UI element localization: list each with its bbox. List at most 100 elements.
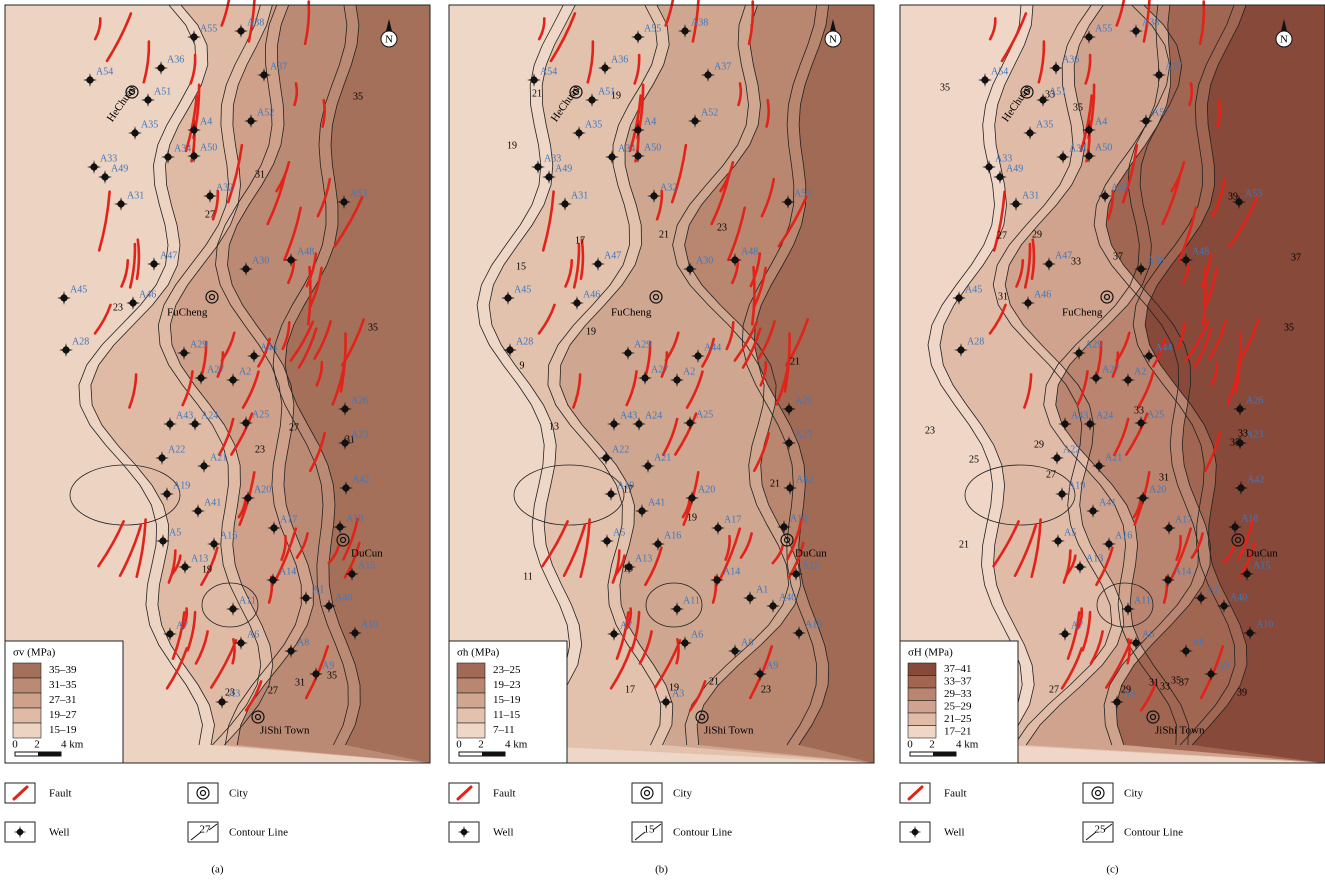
contour-label: 35 <box>353 91 363 102</box>
well-label: A43 <box>620 410 637 421</box>
well-label: A36 <box>167 54 184 65</box>
well-label: A4 <box>200 116 212 127</box>
key-icon <box>632 783 662 803</box>
contour-label: 35 <box>327 670 337 681</box>
well-label: A3 <box>672 688 684 699</box>
legend-swatch <box>908 663 936 676</box>
well-label: A2 <box>1134 366 1146 377</box>
legend-range: 11–15 <box>493 709 521 721</box>
scale-label: 2 <box>478 739 484 751</box>
well-label: A21 <box>654 452 671 463</box>
contour-label: 23 <box>717 222 727 233</box>
legend-swatch <box>908 726 936 739</box>
well-label: A34 <box>1069 143 1086 154</box>
well-label: A23 <box>351 429 368 440</box>
well-label: A44 <box>1155 342 1172 353</box>
well-label: A30 <box>252 255 269 266</box>
key-label: City <box>673 788 692 800</box>
legend-range: 19–27 <box>49 709 77 721</box>
well-label: A24 <box>1096 410 1113 421</box>
contour-label: 33 <box>1071 256 1081 267</box>
legend-swatch <box>13 708 41 723</box>
well-label: A41 <box>648 497 665 508</box>
well-label: A35 <box>585 119 602 130</box>
well-label: A15 <box>358 560 375 571</box>
legend-swatch <box>908 676 936 689</box>
contour-label: 27 <box>205 209 215 220</box>
north-label: N <box>1280 34 1288 46</box>
contour-label: 35 <box>368 322 378 333</box>
scale-label: 4 km <box>61 739 84 751</box>
well-label: A46 <box>139 289 156 300</box>
scale-label: 0 <box>12 739 18 751</box>
well-label: A17 <box>1175 514 1192 525</box>
well-label: A30 <box>696 255 713 266</box>
panel-caption: (a) <box>211 864 224 876</box>
legend-range: 33–37 <box>944 675 972 687</box>
scale-label: 4 km <box>956 739 979 751</box>
well-label: A25 <box>1147 409 1164 420</box>
well-label: A48 <box>297 246 314 257</box>
scale-label: 2 <box>34 739 40 751</box>
panel-caption: (c) <box>1106 864 1119 876</box>
scale-label: 0 <box>907 739 913 751</box>
city-label: JiShi Town <box>704 725 754 737</box>
well-label: A19 <box>173 480 190 491</box>
well-label: A49 <box>1006 163 1023 174</box>
contour-label: 21 <box>959 539 969 550</box>
well-label: A5 <box>1064 527 1076 538</box>
well-label: A11 <box>239 595 256 606</box>
contour-label: 23 <box>113 302 123 313</box>
panel-caption: (b) <box>655 864 668 876</box>
scale-bar <box>482 752 505 756</box>
well-label: A38 <box>691 17 708 28</box>
well-label: A55 <box>200 23 217 34</box>
contour-label: 29 <box>1034 439 1044 450</box>
contour-label: 21 <box>709 676 719 687</box>
well-label: A49 <box>555 163 572 174</box>
well-label: A9 <box>322 660 334 671</box>
legend-range: 37–41 <box>944 663 972 675</box>
well-label: A17 <box>280 514 297 525</box>
well-label: A11 <box>683 595 700 606</box>
well-label: A31 <box>1022 190 1039 201</box>
legend-swatch <box>457 723 485 738</box>
well-label: A1 <box>756 584 768 595</box>
well-label: A50 <box>644 142 661 153</box>
key-label: Contour Line <box>229 827 288 839</box>
key-sample: 25 <box>1095 824 1107 836</box>
well-label: A34 <box>174 143 191 154</box>
well-label: A47 <box>160 250 177 261</box>
legend-range: 19–23 <box>493 679 521 691</box>
well-label: A26 <box>351 395 368 406</box>
contour-label: 31 <box>255 169 265 180</box>
well-label: A32 <box>660 182 677 193</box>
city-label: DuCun <box>1246 548 1278 560</box>
well-label: A43 <box>1071 410 1088 421</box>
contour-label: 19 <box>507 140 517 151</box>
well-label: A55 <box>1095 23 1112 34</box>
legend-range: 21–25 <box>944 713 972 725</box>
contour-label: 35 <box>1073 102 1083 113</box>
well-label: A7 <box>1071 620 1083 631</box>
legend-swatch <box>457 663 485 678</box>
well-label: A51 <box>154 86 171 97</box>
city-label: JiShi Town <box>1155 725 1205 737</box>
well-label: A31 <box>571 190 588 201</box>
legend-swatch <box>457 678 485 693</box>
key-sample: 27 <box>200 824 212 836</box>
contour-label: 37 <box>1291 252 1301 263</box>
well-label: A16 <box>220 530 237 541</box>
city-label: DuCun <box>351 548 383 560</box>
key-icon <box>188 783 218 803</box>
contour-label: 27 <box>1049 684 1059 695</box>
well-label: A40 <box>779 592 796 603</box>
well-label: A14 <box>1174 566 1191 577</box>
contour-label: 35 <box>1284 322 1294 333</box>
map-panel: 3533352927313337393735333335232527293121… <box>900 0 1325 763</box>
well-label: A13 <box>191 553 208 564</box>
well-label: A20 <box>698 484 715 495</box>
contour-label: 25 <box>969 454 979 465</box>
contour-label: 13 <box>549 421 559 432</box>
well-label: A10 <box>361 619 378 630</box>
